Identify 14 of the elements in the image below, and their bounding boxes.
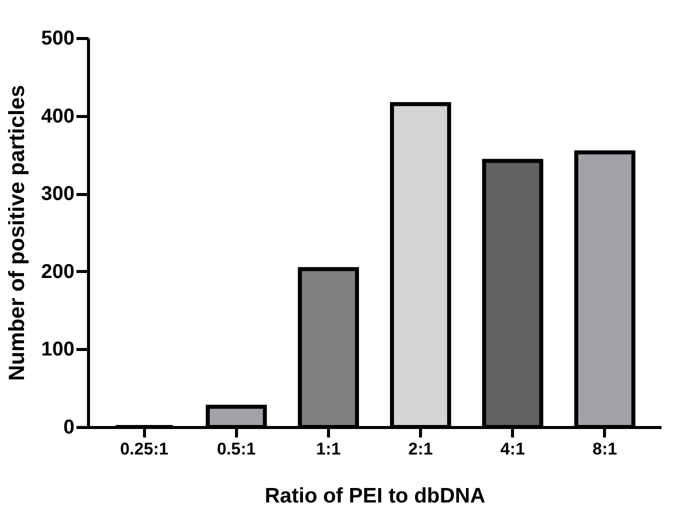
x-tick-label: 1:1 [316, 440, 341, 458]
x-axis-title: Ratio of PEI to dbDNA [264, 484, 486, 508]
y-tick-label: 100 [41, 338, 74, 361]
y-tick-label: 300 [41, 183, 74, 206]
x-tick-label: 8:1 [592, 440, 618, 458]
y-tick-label: 0 [63, 416, 74, 438]
x-tick-label: 4:1 [500, 440, 525, 458]
x-tick-label: 2:1 [408, 440, 433, 458]
x-tick-label: 0.5:1 [216, 440, 256, 458]
y-tick-label: 400 [41, 105, 74, 128]
y-tick-label: 200 [41, 260, 74, 283]
y-tick-label: 500 [41, 28, 74, 50]
x-tick-label: 0.25:1 [120, 440, 168, 458]
y-axis-title: Number of positive particles [4, 85, 30, 381]
